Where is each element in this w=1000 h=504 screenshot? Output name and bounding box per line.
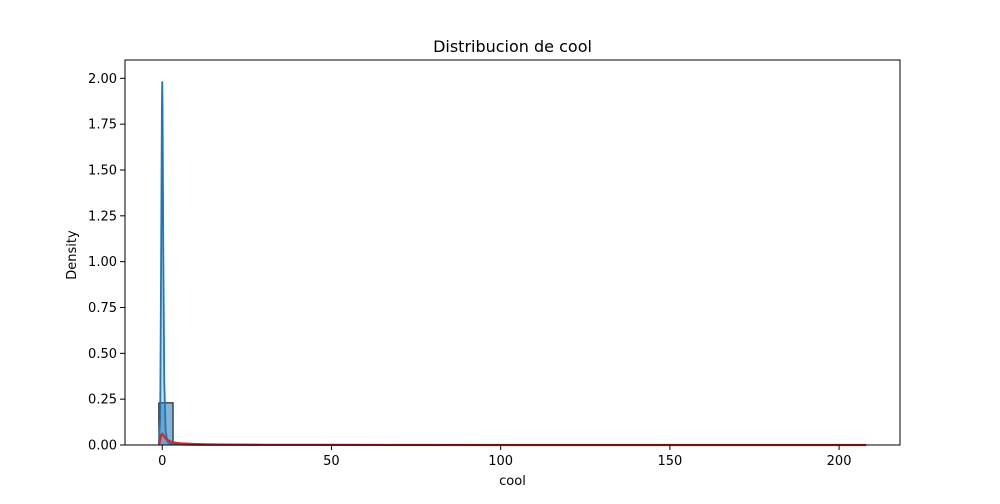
y-tick-label-4: 1.00 bbox=[88, 255, 117, 270]
series-line-0 bbox=[157, 81, 867, 446]
x-tick-label-1: 50 bbox=[323, 454, 340, 469]
y-tick-label-1: 0.25 bbox=[88, 393, 117, 408]
chart-title: Distribucion de cool bbox=[433, 37, 592, 56]
x-tick-label-4: 200 bbox=[827, 454, 852, 469]
y-tick-label-5: 1.25 bbox=[88, 209, 117, 224]
x-tick-label-3: 150 bbox=[657, 454, 682, 469]
plot-area: 0 50 100 150 200 0.00 0.25 0.50 0.75 1.00 1.25 1.50… bbox=[88, 59, 901, 469]
y-tick-label-6: 1.50 bbox=[88, 164, 117, 179]
y-tick-label-0: 0.00 bbox=[88, 439, 117, 454]
y-tick-label-8: 2.00 bbox=[88, 72, 117, 87]
y-tick-label-7: 1.75 bbox=[88, 118, 117, 133]
y-tick-label-3: 0.75 bbox=[88, 301, 117, 316]
kde-fill bbox=[158, 82, 867, 445]
series-line-1 bbox=[157, 432, 867, 447]
axes-frame bbox=[124, 59, 901, 446]
x-tick-label-0: 0 bbox=[158, 454, 166, 469]
y-tick-label-2: 0.50 bbox=[88, 347, 117, 362]
y-axis-label: Density bbox=[65, 230, 80, 280]
x-axis-label: cool bbox=[499, 474, 526, 489]
x-tick-label-2: 100 bbox=[488, 454, 513, 469]
